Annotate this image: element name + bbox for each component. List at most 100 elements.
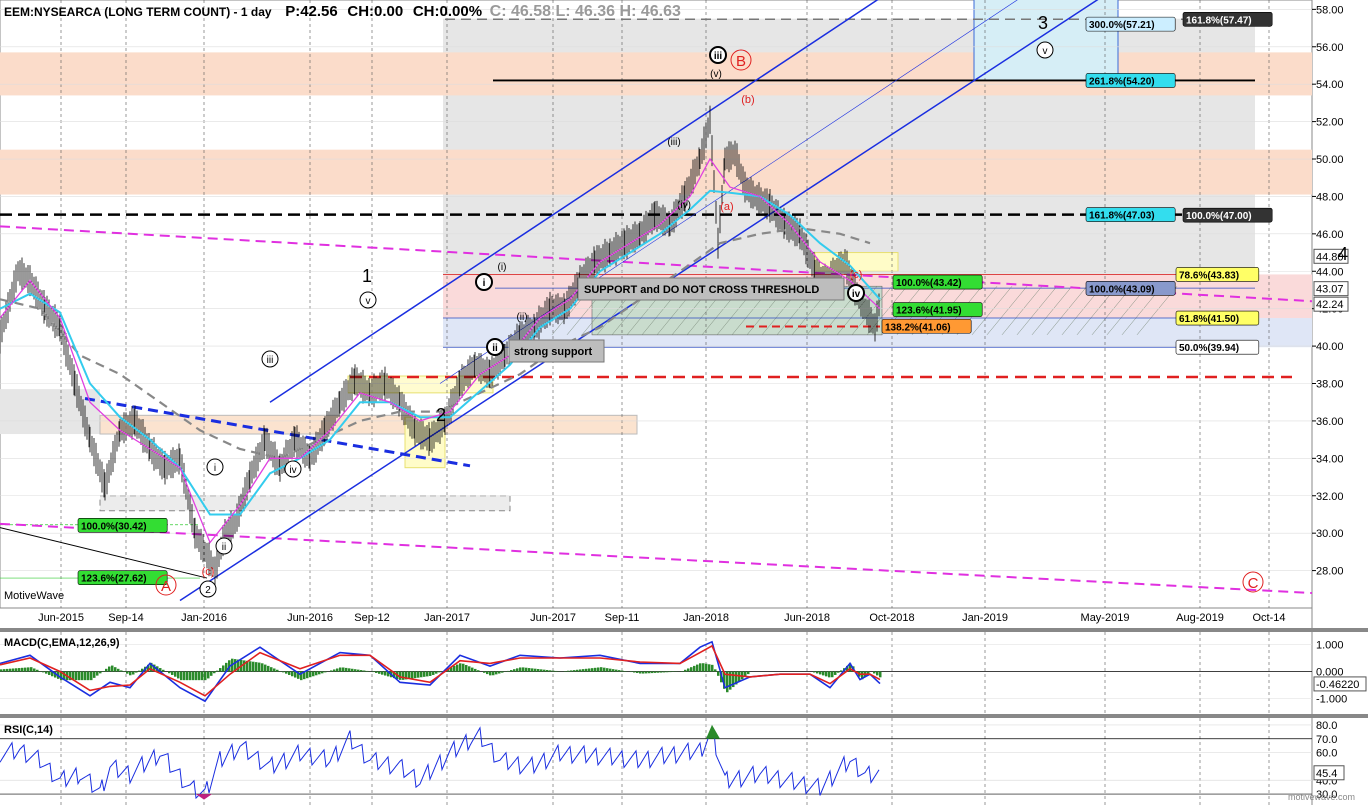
fib-label-text: 300.0%(57.21): [1089, 20, 1155, 31]
x-tick-label: Sep-12: [354, 612, 389, 624]
strong-support-text: strong support: [514, 346, 593, 358]
fib-label-box: [1085, 16, 1176, 32]
x-tick-label: Jun-2015: [38, 612, 84, 624]
macd-hist-bar: [15, 668, 18, 672]
fib-label-box: [1085, 280, 1176, 296]
macd-hist-bar: [531, 668, 534, 672]
fib-label-box: [1175, 339, 1260, 355]
macd-hist-bar: [183, 671, 186, 681]
macd-hist-bar: [363, 670, 366, 672]
fib-label-box: [1182, 11, 1273, 27]
macd-hist-bar: [468, 666, 471, 672]
fib-label-box: [1175, 267, 1260, 282]
fib-label-box: [1085, 73, 1176, 88]
macd-hist-bar: [495, 671, 498, 675]
macd-hist-bar: [828, 671, 831, 678]
macd-hist-bar: [585, 668, 588, 672]
macd-hist-bar: [687, 668, 690, 672]
macd-hist-bar: [738, 671, 741, 682]
x-tick-label: Jan-2017: [424, 612, 470, 624]
macd-hist-bar: [837, 671, 840, 673]
fib-label-text: 123.6%(41.95): [896, 306, 962, 317]
macd-hist-bar: [54, 671, 57, 678]
hatch-line: [1001, 286, 1043, 336]
macd-hist-bar: [522, 667, 525, 672]
fib-label-box: [77, 518, 168, 533]
macd-hist-bar: [18, 668, 21, 672]
x-tick-label: Jun-2018: [784, 612, 830, 624]
wave-circle: [215, 537, 233, 555]
fib-label-text: 100.0%(47.00): [1186, 211, 1252, 222]
macd-hist-bar: [201, 671, 204, 681]
hatch-line: [986, 286, 1028, 336]
macd-hist-bar: [237, 659, 240, 672]
macd-hist-bar: [24, 667, 27, 672]
ma-mid-line: [0, 189, 881, 516]
macd-hist-bar: [450, 667, 453, 672]
macd-hist-bar: [48, 671, 51, 675]
macd-hist-bar: [381, 671, 384, 675]
fib-label-box: [892, 302, 983, 317]
price-tag-text: 43.07: [1316, 284, 1344, 296]
macd-hist-bar: [549, 670, 552, 672]
macd-hist-bar: [21, 667, 24, 672]
wave-label: (v): [710, 69, 722, 80]
macd-hist-bar: [255, 662, 258, 672]
wave-label: 2: [205, 585, 211, 596]
macd-hist-bar: [582, 669, 585, 672]
macd-hist-bar: [282, 671, 285, 673]
macd-hist-bar: [384, 671, 387, 676]
macd-hist-bar: [207, 671, 210, 679]
macd-hist-bar: [330, 670, 333, 672]
blue-dashed-trend: [84, 396, 471, 468]
macd-hist-bar: [300, 671, 303, 681]
hatch-line: [1046, 286, 1088, 336]
macd-hist-bar: [288, 671, 291, 675]
macd-hist-bar: [423, 671, 426, 677]
macd-hist-bar: [210, 671, 213, 676]
macd-hist-bar: [645, 671, 648, 674]
macd-hist-bar: [726, 671, 729, 693]
macd-hist-bar: [63, 671, 66, 681]
macd-hist-bar: [189, 671, 192, 681]
macd-hist-bar: [27, 667, 30, 672]
wave-circle: [261, 350, 279, 368]
y-tick-label: 50.00: [1316, 154, 1344, 166]
macd-hist-bar: [552, 670, 555, 672]
wave-label: iii: [267, 355, 274, 366]
wave-label: v: [366, 296, 371, 307]
macd-hist-bar: [174, 671, 177, 677]
macd-hist-bar: [612, 669, 615, 672]
macd-hist-bar: [420, 671, 423, 678]
macd-hist-bar: [159, 668, 162, 672]
macd-tick-label: -1.000: [1316, 694, 1347, 706]
macd-hist-bar: [501, 671, 504, 673]
macd-hist-bar: [99, 671, 102, 674]
wave-label: ii: [492, 343, 498, 354]
macd-hist-bar: [252, 661, 255, 672]
macd-hist-bar: [834, 671, 837, 675]
macd-hist-bar: [393, 671, 396, 679]
macd-hist-bar: [744, 671, 747, 677]
macd-hist-bar: [735, 671, 738, 685]
macd-hist-bar: [123, 671, 126, 673]
macd-hist-bar: [702, 663, 705, 672]
macd-hist-bar: [417, 671, 420, 678]
macd-hist-bar: [186, 671, 189, 681]
wave-label: iv: [852, 289, 861, 300]
macd-current-box: [1313, 676, 1367, 692]
macd-hist-bar: [642, 671, 645, 674]
macd-hist-bar: [267, 665, 270, 672]
macd-hist-bar: [465, 665, 468, 672]
macd-hist-bar: [378, 671, 381, 674]
pane-divider-2: [0, 714, 1368, 718]
fib-label-box: [1175, 310, 1260, 326]
macd-hist-bar: [411, 671, 414, 679]
macd-hist-bar: [78, 671, 81, 681]
x-tick-label: Oct-2018: [869, 612, 914, 624]
macd-hist-bar: [528, 668, 531, 672]
macd-hist-bar: [219, 668, 222, 672]
macd-hist-bar: [315, 671, 318, 676]
fib-label-text: 123.6%(27.62): [81, 574, 147, 585]
